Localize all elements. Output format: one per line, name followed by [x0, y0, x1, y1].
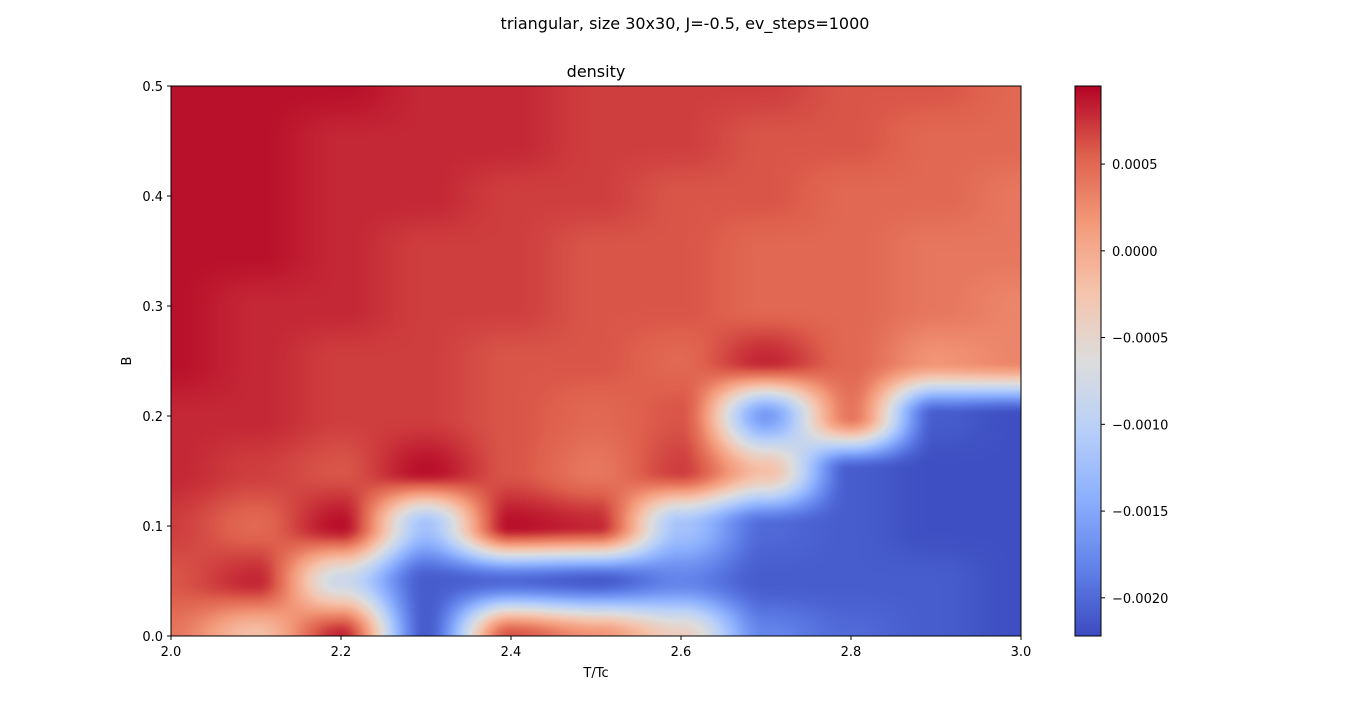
colorbar-tick-label: −0.0020	[1112, 592, 1168, 607]
y-tick-label: 0.5	[142, 80, 163, 95]
x-tick-label: 2.0	[161, 645, 182, 660]
heatmap-image	[171, 86, 1021, 636]
figure-suptitle: triangular, size 30x30, J=-0.5, ev_steps…	[501, 14, 870, 34]
colorbar-gradient	[1075, 86, 1101, 636]
x-axis: 2.0 2.2 2.4 2.6 2.8 3.0	[161, 636, 1032, 660]
x-tick-label: 2.6	[671, 645, 692, 660]
x-tick-label: 2.4	[501, 645, 522, 660]
colorbar-tick-label: −0.0005	[1112, 332, 1168, 347]
colorbar-tick-label: 0.0000	[1112, 245, 1158, 260]
colorbar-tick-label: −0.0015	[1112, 505, 1168, 520]
x-axis-label: T/Tc	[582, 666, 608, 681]
y-axis-label: B	[120, 357, 135, 366]
y-tick-label: 0.2	[142, 410, 163, 425]
colorbar-tick-label: 0.0005	[1112, 158, 1158, 173]
y-tick-label: 0.3	[142, 300, 163, 315]
chart-title: density	[567, 62, 626, 81]
x-tick-label: 3.0	[1011, 645, 1032, 660]
y-tick-label: 0.1	[142, 520, 163, 535]
colorbar-tick-label: −0.0010	[1112, 418, 1168, 433]
plot-frame	[170, 85, 1022, 637]
colorbar-ticks: 0.0005 0.0000 −0.0005 −0.0010 −0.0015 −0.0020	[1101, 158, 1168, 607]
y-tick-label: 0.4	[142, 190, 163, 205]
heatmap-plot-area	[170, 85, 1022, 637]
y-axis: 0.0 0.1 0.2 0.3 0.4 0.5	[142, 80, 171, 645]
colorbar: 0.0005 0.0000 −0.0005 −0.0010 −0.0015 −0.0020	[1074, 85, 1168, 637]
y-tick-label: 0.0	[142, 630, 163, 645]
x-tick-label: 2.8	[841, 645, 862, 660]
colorbar-frame	[1074, 85, 1102, 637]
x-tick-label: 2.2	[331, 645, 352, 660]
